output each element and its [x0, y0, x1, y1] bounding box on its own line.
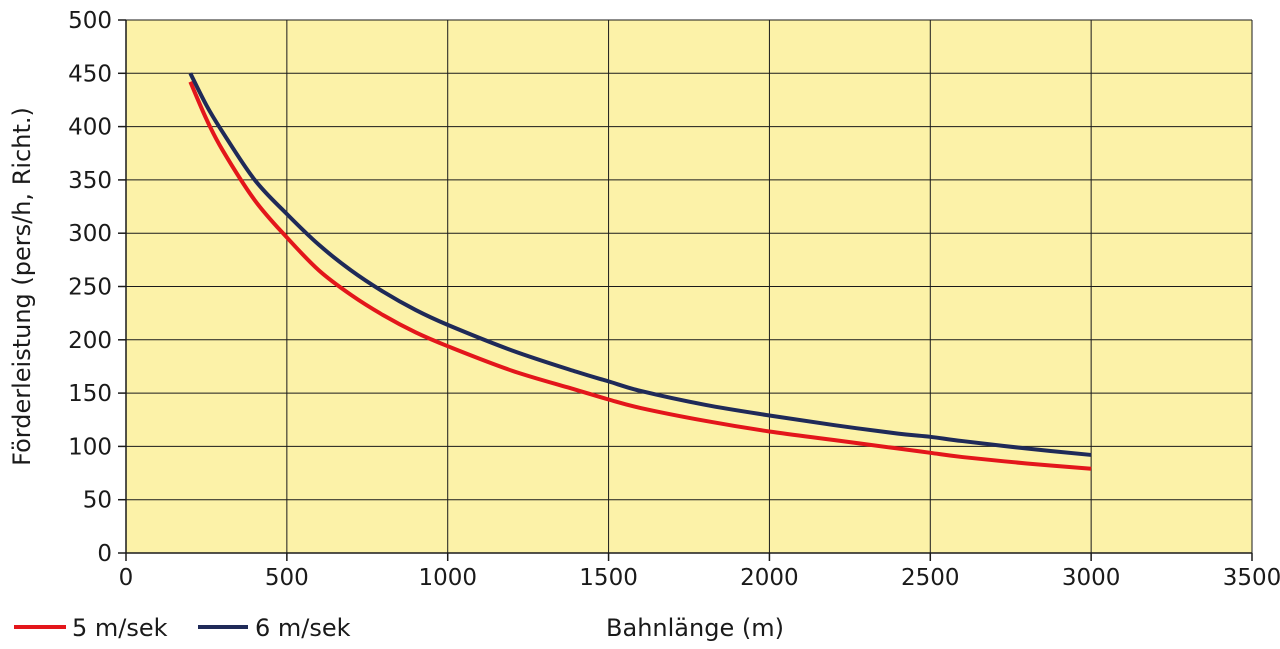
- series-line-6-m-sek: [188, 72, 1092, 457]
- y-tick-label-150: 150: [68, 381, 112, 407]
- x-axis-title: Bahnlänge (m): [606, 614, 784, 642]
- y-axis-title: Förderleistung (pers/h, Richt.): [8, 107, 36, 466]
- y-tick-label-50: 50: [83, 488, 112, 514]
- y-tick-label-0: 0: [97, 541, 112, 567]
- y-tick-label-500: 500: [68, 8, 112, 34]
- y-tick-label-450: 450: [68, 61, 112, 87]
- series-line-5-m-sek: [188, 81, 1092, 471]
- x-tick-label-2000: 2000: [740, 565, 799, 591]
- x-tick-label-3500: 3500: [1223, 565, 1280, 591]
- x-tick-label-3000: 3000: [1062, 565, 1121, 591]
- y-tick-labels: 0 50 100 150 200 250 300 350 400 450 500: [68, 8, 126, 567]
- x-tick-label-2500: 2500: [901, 565, 960, 591]
- x-tick-label-1500: 1500: [579, 565, 638, 591]
- y-tick-label-100: 100: [68, 434, 112, 460]
- y-tick-label-400: 400: [68, 115, 112, 141]
- legend-label-5-m-sek: 5 m/sek: [72, 614, 168, 642]
- y-tick-label-350: 350: [68, 168, 112, 194]
- legend-label-6-m-sek: 6 m/sek: [255, 614, 351, 642]
- x-tick-label-500: 500: [265, 565, 309, 591]
- y-tick-label-250: 250: [68, 275, 112, 301]
- legend: 5 m/sek 6 m/sek: [14, 614, 351, 642]
- x-tick-label-1000: 1000: [418, 565, 477, 591]
- series-lines: [188, 72, 1092, 471]
- grid-lines: [126, 19, 1253, 553]
- y-tick-label-200: 200: [68, 328, 112, 354]
- y-tick-label-300: 300: [68, 221, 112, 247]
- x-tick-labels: 0 500 1000 1500 2000 2500 3000 3500: [119, 553, 1280, 591]
- x-tick-label-0: 0: [119, 565, 134, 591]
